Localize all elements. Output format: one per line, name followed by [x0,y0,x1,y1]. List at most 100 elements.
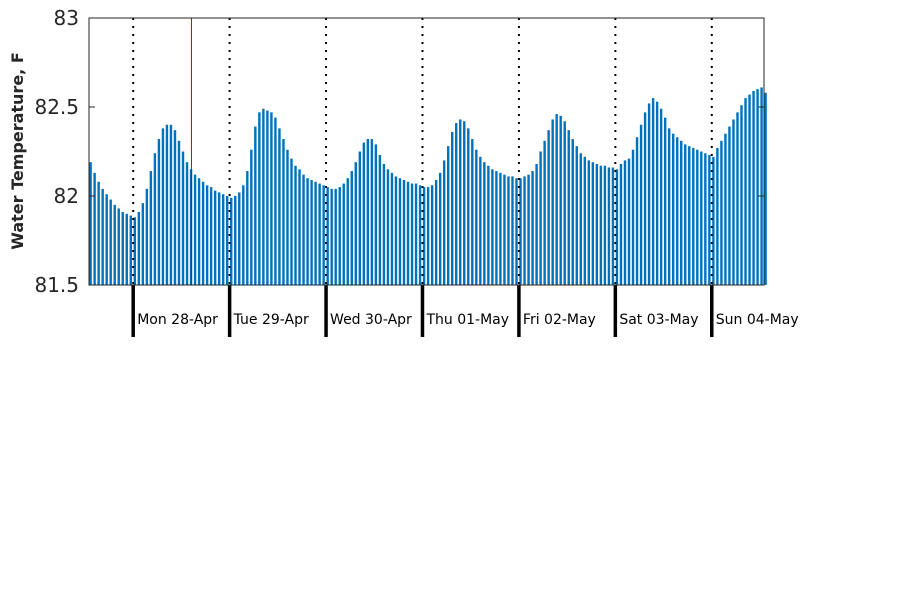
temperature-bar [366,139,370,285]
temperature-bar [563,121,566,286]
temperature-bar [306,178,309,285]
temperature-bar [603,165,607,285]
temperature-bar [197,178,201,285]
temperature-bar [479,156,482,285]
temperature-bar [217,192,221,285]
temperature-bar [318,183,321,285]
temperature-bar [298,169,301,285]
temperature-bar [724,133,727,285]
temperature-bar [623,160,627,285]
temperature-bar [274,117,277,286]
temperature-bar [667,128,671,285]
temperature-bar [507,176,510,285]
temperature-bar [314,181,317,285]
temperature-bar [688,146,691,285]
temperature-bar [322,185,325,285]
y-axis-label: Water Temperature, F [8,52,27,250]
temperature-bar [350,171,353,285]
temperature-bar [704,153,707,285]
temperature-bar [129,215,132,285]
temperature-bar [334,188,337,285]
temperature-bar [446,146,450,285]
temperature-bar [410,183,414,285]
temperature-bar [587,160,591,285]
temperature-bar [213,190,217,285]
temperature-bar [426,187,430,285]
temperature-bar [599,165,603,285]
temperature-bar [471,139,474,285]
plot-frame [88,17,765,286]
temperature-bar [438,172,442,285]
temperature-bar [141,203,145,285]
temperature-bar [579,153,582,285]
temperature-bar [290,158,293,285]
temperature-bar [696,149,699,285]
temperature-bar [370,139,374,285]
temperature-bar [700,151,703,285]
temperature-bar [651,98,655,285]
temperature-bar [133,217,137,285]
temperature-bar [692,147,695,285]
y-tick-label: 82 [54,184,79,208]
temperature-bar [382,163,386,285]
temperature-bar [157,139,161,285]
temperature-bar [451,131,454,285]
temperature-bar [149,171,153,285]
temperature-bar [266,110,269,285]
temperature-bar [495,171,498,285]
temperature-bar [262,108,265,285]
temperature-bar [398,178,402,285]
plot-background [89,18,764,285]
temperature-bar [125,213,128,285]
temperature-bar [193,174,197,285]
temperature-bar [756,89,759,285]
temperature-bar [89,162,92,285]
day-label: Sun 04-May [716,312,799,328]
temperature-bar [571,139,574,285]
temperature-bar [394,176,398,285]
temperature-bar [643,112,647,285]
temperature-bar [221,194,225,285]
temperature-bar [551,119,554,286]
temperature-bar [511,176,514,285]
day-label: Fri 02-May [523,312,596,328]
temperature-bar [205,185,209,285]
temperature-bar [527,174,530,285]
temperature-bar [270,112,273,285]
temperature-bar [278,128,281,285]
temperature-bar [728,126,731,285]
temperature-bar [414,183,418,285]
temperature-bar [740,105,743,285]
temperature-bar [258,112,261,285]
temperature-bar [226,196,229,285]
temperature-bar [531,171,534,285]
temperature-bar [720,140,723,285]
temperature-bar [455,123,458,286]
temperature-bar [310,179,313,285]
temperature-bar [631,149,635,285]
temperature-bar [406,181,410,285]
temperature-bar [680,140,683,285]
temperature-bar [185,162,189,285]
day-label: Wed 30-Apr [330,312,412,328]
temperature-bar [503,174,506,285]
temperature-bar [659,108,663,285]
temperature-bar [374,144,378,285]
temperature-bar [655,101,659,285]
y-tick-label: 83 [54,6,79,30]
temperature-bar [547,130,550,285]
temperature-bar [97,181,100,285]
y-tick-label: 82.5 [34,95,79,119]
temperature-bar [254,126,257,285]
temperature-bar [627,158,631,285]
y-axis: 81.5 82 82.5 83 [34,6,764,297]
temperature-bar [422,187,426,285]
temperature-bar [744,98,747,285]
temperature-bar [145,188,149,285]
temperature-bar [169,124,173,285]
temperature-bar [760,87,763,285]
temperature-bar [330,188,333,285]
temperature-bar [607,167,611,285]
temperature-bar [559,115,562,286]
